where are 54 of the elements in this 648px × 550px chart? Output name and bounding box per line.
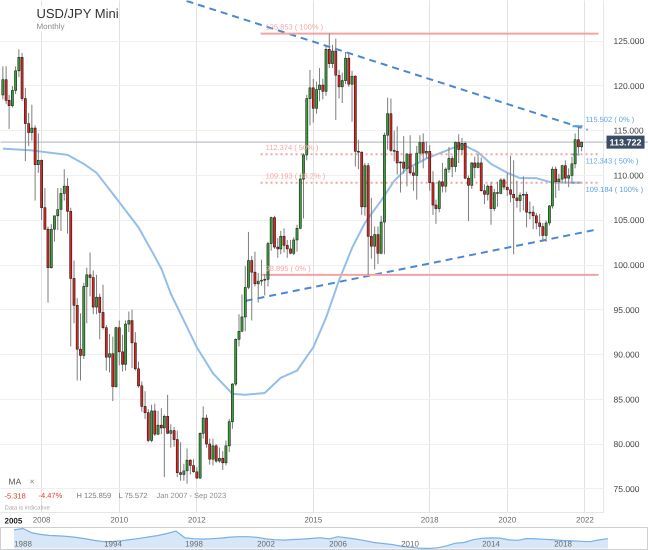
y-tick-label: 90.000 (614, 350, 640, 360)
x-tick-label: 2014 (482, 540, 500, 548)
x-tick-label: 1998 (185, 540, 204, 548)
y-tick-label: 115.000 (614, 126, 644, 136)
candlestick (279, 230, 282, 255)
candlestick (564, 160, 567, 184)
candlestick (490, 181, 492, 226)
x-tick-label: 2006 (329, 540, 348, 548)
candlestick (522, 176, 525, 211)
candlestick (457, 134, 460, 164)
text: Monthly (36, 22, 65, 31)
candlestick (580, 140, 583, 152)
x-tick-label: 2012 (188, 516, 206, 524)
y-tick-label: 120.000 (614, 80, 644, 91)
x-tick-label: 2002 (257, 540, 276, 548)
x-tick-label: 2020 (498, 516, 517, 524)
y-tick-label: 110.000 (614, 170, 644, 180)
y-tick-label: 75.000 (614, 484, 640, 494)
y-tick-label: 85.000 (614, 394, 640, 404)
candlestick (496, 181, 499, 208)
text: 2005 (4, 516, 23, 526)
x-tick-label: 2008 (32, 516, 52, 524)
candlestick (156, 410, 160, 436)
x-tick-label: 2018 (554, 540, 572, 548)
candlestick (289, 239, 292, 255)
candlestick (212, 438, 214, 466)
ref-line-label: 113.722 (610, 138, 642, 148)
y-tick-label: 125.000 (614, 36, 644, 46)
annotation: MA (8, 476, 22, 486)
candlestick (188, 458, 192, 475)
candlestick (186, 448, 188, 484)
candlestick (56, 188, 60, 231)
candlestick (250, 256, 254, 321)
x-tick-label: 2022 (576, 516, 594, 524)
x-tick-label: 2010 (110, 516, 129, 524)
x-tick-label: 2010 (401, 540, 420, 548)
x-tick-label: 2015 (304, 516, 323, 524)
line-series (2, 143, 583, 396)
candlestick (130, 309, 134, 368)
y-tick-label: 105.000 (614, 215, 644, 226)
x-tick-label: 1994 (104, 540, 122, 548)
x-tick-label: 1988 (14, 540, 32, 548)
candlestick (512, 160, 515, 255)
annotation: × (30, 476, 35, 486)
y-tick-label: 80.000 (614, 439, 640, 450)
candlestick (422, 132, 425, 169)
candlestick (1, 66, 4, 100)
candlestick (532, 205, 535, 230)
y-tick-label: 100.000 (614, 260, 644, 270)
candlestick (218, 447, 221, 464)
candlestick (95, 274, 98, 315)
text: USD/JPY Mini (36, 6, 119, 21)
y-tick-label: 95.000 (614, 304, 640, 315)
x-tick-label: 2018 (420, 516, 440, 524)
